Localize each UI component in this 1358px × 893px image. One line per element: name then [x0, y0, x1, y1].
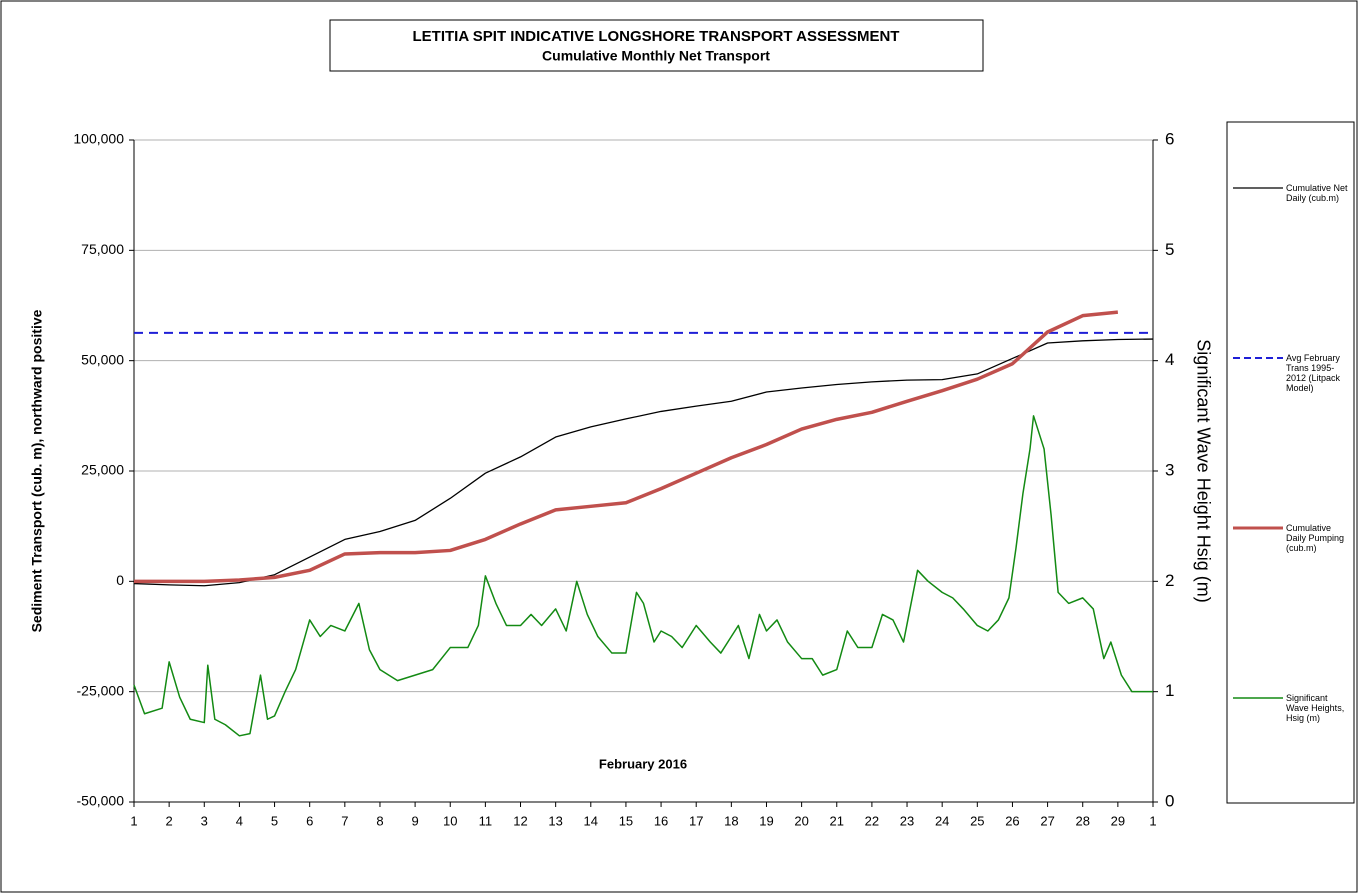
y-tick-label: 25,000	[81, 462, 124, 478]
x-tick-label: 9	[411, 813, 418, 828]
x-tick-label: 20	[794, 813, 808, 828]
x-tick-label: 16	[654, 813, 668, 828]
x-tick-label: 7	[341, 813, 348, 828]
chart-subtitle: Cumulative Monthly Net Transport	[542, 48, 770, 64]
y2-axis-label: Significant Wave Height Hsig (m)	[1193, 339, 1213, 602]
x-axis-label: February 2016	[599, 756, 687, 771]
legend-label: Cumulative Net Daily (cub.m)	[1286, 183, 1348, 203]
y2-tick-label: 6	[1165, 129, 1174, 148]
x-tick-label: 17	[689, 813, 703, 828]
x-tick-label: 8	[376, 813, 383, 828]
x-tick-label: 24	[935, 813, 949, 828]
x-tick-label: 6	[306, 813, 313, 828]
legend-label: Significant Wave Heights, Hsig (m)	[1286, 693, 1345, 723]
x-tick-label: 22	[865, 813, 879, 828]
x-tick-label: 21	[830, 813, 844, 828]
x-tick-label: 1	[130, 813, 137, 828]
x-tick-label: 27	[1040, 813, 1054, 828]
x-tick-label: 14	[584, 813, 598, 828]
x-tick-label: 28	[1075, 813, 1089, 828]
x-tick-label: 15	[619, 813, 633, 828]
x-tick-label: 1	[1149, 813, 1156, 828]
x-tick-label: 23	[900, 813, 914, 828]
y-tick-label: 0	[116, 572, 124, 588]
chart-title: LETITIA SPIT INDICATIVE LONGSHORE TRANSP…	[413, 28, 900, 45]
y2-tick-label: 2	[1165, 571, 1174, 590]
y-tick-label: 75,000	[81, 241, 124, 257]
x-tick-label: 12	[513, 813, 527, 828]
series-line	[133, 415, 1153, 737]
y-tick-label: 100,000	[73, 131, 124, 147]
x-tick-label: 10	[443, 813, 457, 828]
x-tick-label: 19	[759, 813, 773, 828]
x-tick-label: 25	[970, 813, 984, 828]
y2-tick-label: 0	[1165, 791, 1174, 810]
x-tick-label: 13	[548, 813, 562, 828]
x-tick-label: 4	[236, 813, 243, 828]
y2-tick-label: 3	[1165, 460, 1174, 479]
y-axis-label: Sediment Transport (cub. m), northward p…	[29, 309, 45, 632]
legend-label: Avg February Trans 1995-2012 (Litpack Mo…	[1286, 353, 1341, 393]
series-line	[134, 310, 1119, 584]
y2-tick-label: 1	[1165, 681, 1174, 700]
x-tick-label: 29	[1111, 813, 1125, 828]
x-tick-label: 18	[724, 813, 738, 828]
title-box	[329, 19, 984, 72]
y2-tick-label: 4	[1165, 350, 1174, 369]
x-tick-label: 2	[166, 813, 173, 828]
legend-box	[1226, 121, 1355, 804]
series-line	[133, 338, 1154, 587]
y-tick-label: -25,000	[77, 682, 125, 698]
legend-label: Cumulative Daily Pumping (cub.m)	[1286, 523, 1345, 553]
y-tick-label: 50,000	[81, 351, 124, 367]
x-tick-label: 11	[479, 813, 493, 828]
y2-tick-label: 5	[1165, 240, 1174, 259]
x-tick-label: 5	[271, 813, 278, 828]
x-tick-label: 3	[201, 813, 208, 828]
y-tick-label: -50,000	[77, 793, 125, 809]
x-tick-label: 26	[1005, 813, 1019, 828]
